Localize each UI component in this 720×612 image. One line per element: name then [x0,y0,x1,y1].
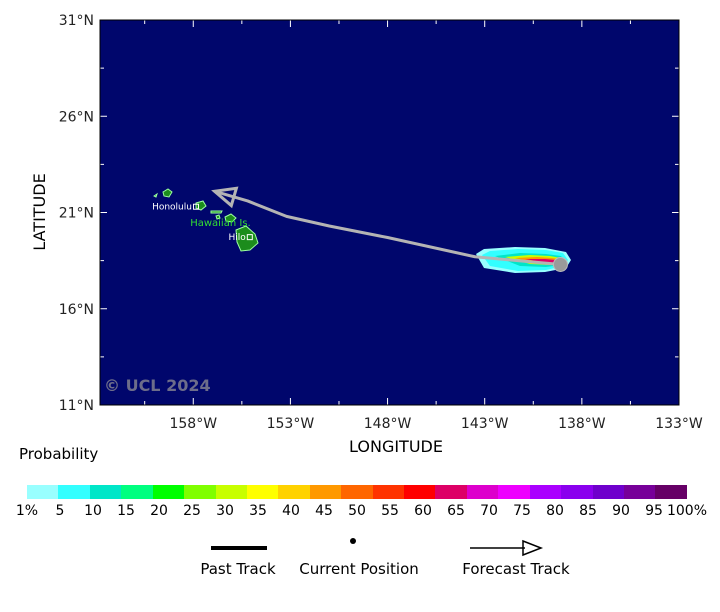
place-label: Hilo [229,233,247,243]
colorbar-label: 30 [216,503,234,519]
plot-frame [99,19,680,406]
island-molokai [210,210,223,214]
colorbar-cell [561,485,593,499]
forecast-track-line [214,189,561,266]
lat-tick-label: 21°N [59,206,94,222]
colorbar-cell [655,485,687,499]
colorbar-label: 75 [513,503,531,519]
colorbar-cell [184,485,216,499]
latitude-tick-labels: 31°N 26°N 21°N 16°N 11°N [59,13,94,414]
forecast-track [211,186,568,272]
colorbar-label: 85 [579,503,597,519]
colorbar-cell [372,485,405,499]
axis-ticks [100,19,680,406]
colorbar-label: 1% [15,503,39,519]
region-label: Hawaiian Is. [190,218,251,229]
lon-tick-label: 138°W [558,416,606,432]
watermark: © UCL 2024 [104,376,211,395]
lon-tick-label: 148°W [364,416,412,432]
legend-title: Probability [19,445,99,463]
colorbar-label: 15 [117,503,135,519]
colorbar-labels: 1% 5 10 15 20 25 30 35 40 45 50 55 60 65 70 75 80 85 90 95 1… [0,503,720,523]
lat-tick-label: 16°N [59,302,94,318]
colorbar-label: 20 [150,503,168,519]
colorbar-cell [27,485,59,499]
colorbar-label: 90 [612,503,630,519]
forecast-track-sample-head [522,539,544,557]
place-label: Honolulu [152,203,192,213]
lat-tick-label: 11°N [59,398,94,414]
colorbar-cell [246,485,279,499]
plume-band-70 [525,259,558,263]
lat-tick-label: 26°N [59,109,94,125]
colorbar-cell [435,485,467,499]
lon-tick-label: 133°W [655,416,703,432]
longitude-tick-labels: 158°W 153°W 148°W 143°W 138°W 133°W [169,416,702,432]
island-kauai [162,188,173,198]
lon-tick-label: 153°W [267,416,315,432]
colorbar-cell [341,485,373,499]
colorbar-label: 40 [282,503,300,519]
current-position-marker [552,256,568,272]
y-axis-title: LATITUDE [30,173,49,250]
colorbar-label: 70 [480,503,498,519]
lon-tick-label: 143°W [461,416,509,432]
colorbar-cell [89,485,122,499]
colorbar-cell [404,485,436,499]
colorbar-cell [152,485,185,499]
colorbar-cell [624,485,656,499]
colorbar-label: 25 [183,503,201,519]
ocean-background [100,20,679,405]
island-niihau [153,192,158,198]
colorbar-cell [58,485,90,499]
colorbar-label: 45 [315,503,333,519]
colorbar-cell [309,485,342,499]
island-lanai [215,214,221,220]
island-maui [224,213,237,223]
colorbar-cell [592,485,625,499]
forecast-track-label: Forecast Track [462,560,570,578]
colorbar-label: 55 [381,503,399,519]
place-marker [246,234,253,241]
forecast-track-arrowhead [211,186,239,209]
colorbar-label: 35 [249,503,267,519]
colorbar-cell [529,485,562,499]
past-track-label: Past Track [200,560,276,578]
place-labels: Honolulu Hilo [152,203,253,243]
probability-colorbar [27,485,687,499]
colorbar-cell [498,485,530,499]
colorbar-label: 50 [348,503,366,519]
colorbar-label: 100% [666,503,708,519]
colorbar-label: 65 [447,503,465,519]
colorbar-cell [121,485,153,499]
colorbar-label: 5 [55,503,65,519]
current-position-label: Current Position [299,560,419,578]
colorbar-cell [278,485,310,499]
lat-tick-label: 31°N [59,13,94,29]
colorbar-label: 95 [645,503,663,519]
colorbar-label: 10 [84,503,102,519]
colorbar-label: 60 [414,503,432,519]
x-axis-title: LONGITUDE [349,437,443,456]
place-marker [192,203,199,210]
colorbar-cell [466,485,499,499]
colorbar-label: 80 [546,503,564,519]
current-position-sample [350,538,356,544]
lon-tick-label: 158°W [169,416,217,432]
colorbar-cell [215,485,247,499]
